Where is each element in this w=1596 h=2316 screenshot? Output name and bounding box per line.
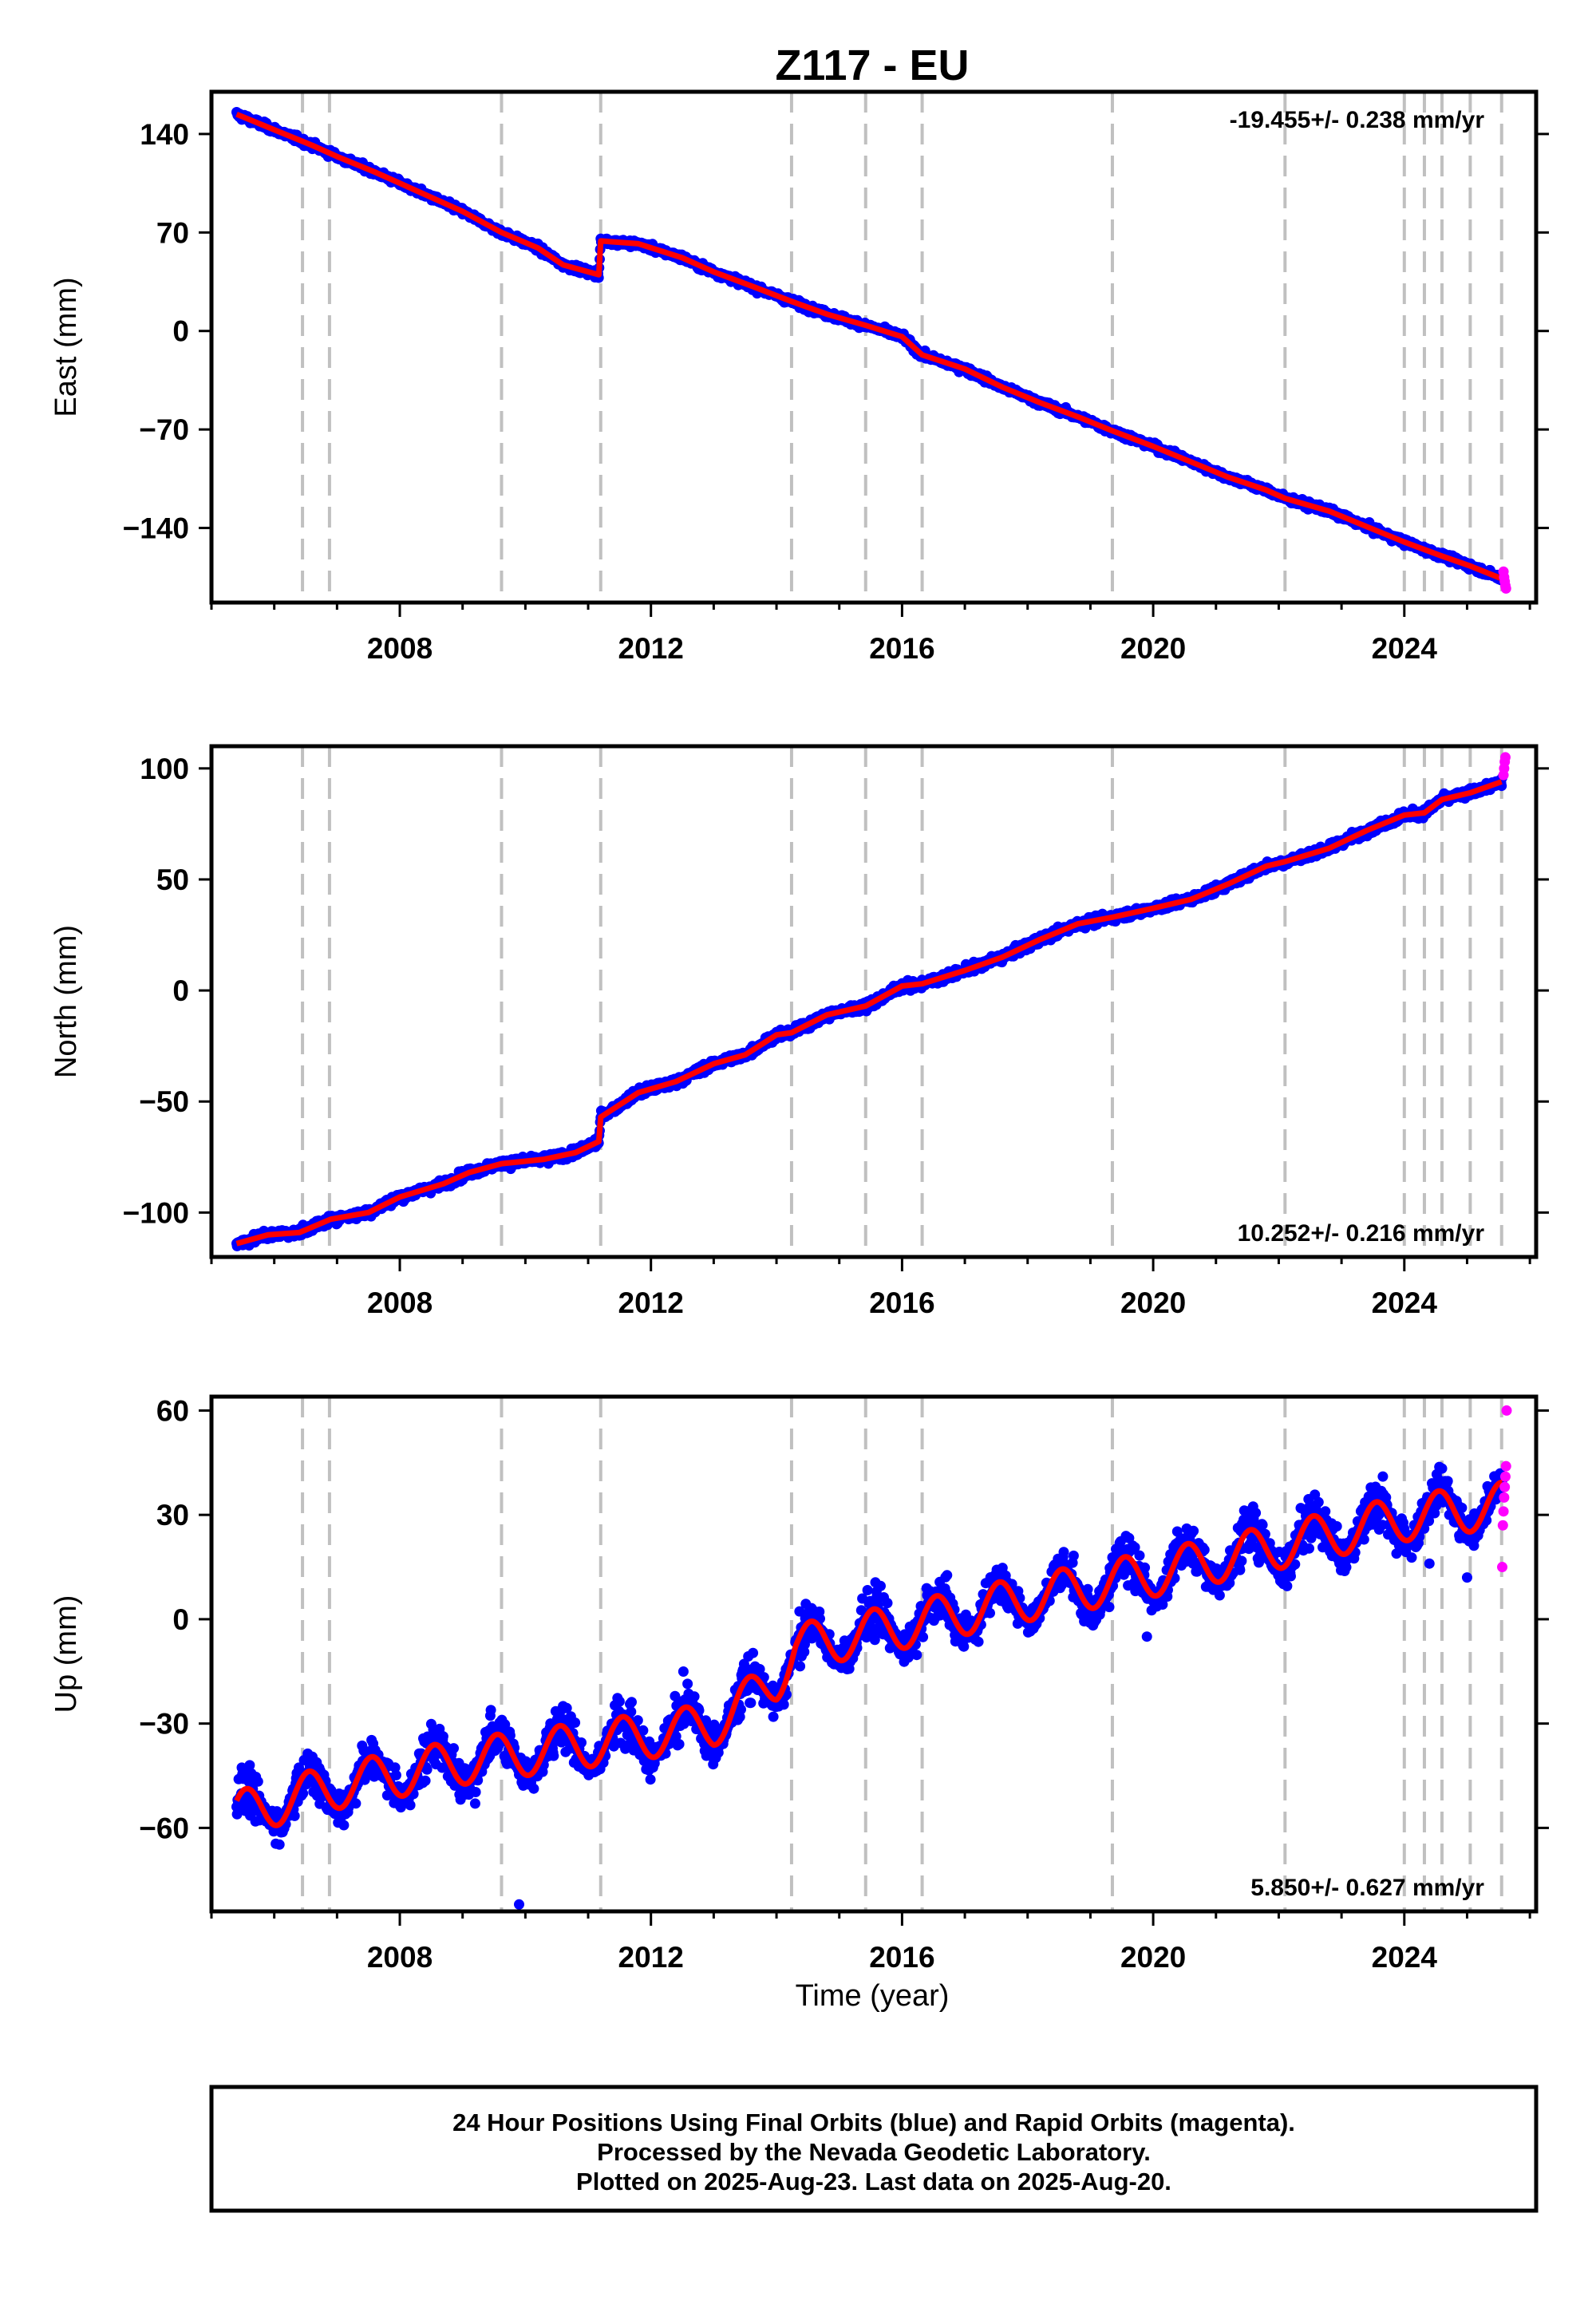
chart-title: Z117 - EU bbox=[775, 41, 969, 89]
north-y-tick-label: −100 bbox=[123, 1196, 189, 1229]
north-y-tick-label: −50 bbox=[139, 1085, 189, 1118]
east-y-axis-label: East (mm) bbox=[49, 277, 83, 417]
north-y-axis-label: North (mm) bbox=[49, 925, 83, 1078]
up-final-orbit-points bbox=[231, 1461, 1507, 1910]
north-final-orbit-points bbox=[231, 773, 1507, 1251]
north-frame bbox=[209, 744, 1539, 1259]
east-x-tick-label: 2024 bbox=[1372, 632, 1438, 665]
east-y-tick-label: 70 bbox=[156, 216, 189, 249]
north-y-tick-label: 0 bbox=[172, 974, 189, 1007]
panels: 140 70 0 −70 −140 2008 2012 2016 2020 2024 East (m… bbox=[49, 89, 1549, 1974]
north-model-line bbox=[235, 779, 1503, 1247]
panel-east: 140 70 0 −70 −140 2008 2012 2016 2020 2024 East (m… bbox=[49, 89, 1549, 665]
up-final-point bbox=[231, 1808, 243, 1820]
east-final-orbit-points bbox=[231, 107, 1507, 586]
north-y-tick-label: 50 bbox=[156, 864, 189, 896]
north-y-tick-label: 100 bbox=[140, 753, 189, 785]
north-x-tick-label: 2008 bbox=[367, 1286, 433, 1319]
north-plot-area bbox=[231, 746, 1511, 1257]
east-plot-area bbox=[231, 92, 1511, 603]
east-x-tick-label: 2016 bbox=[869, 632, 934, 665]
east-rapid-point bbox=[1500, 583, 1511, 594]
east-y-tick-label: −70 bbox=[139, 413, 189, 446]
east-y-tick-label: −140 bbox=[123, 512, 189, 545]
east-frame bbox=[209, 89, 1539, 605]
north-x-tick-label: 2012 bbox=[618, 1286, 684, 1319]
up-plot-area bbox=[231, 1397, 1512, 1911]
north-rapid-point bbox=[1499, 752, 1511, 763]
east-x-tick-label: 2020 bbox=[1120, 632, 1186, 665]
north-x-tick-label: 2016 bbox=[869, 1286, 934, 1319]
east-rapid-orbit-points bbox=[1498, 566, 1511, 594]
north-x-tick-label: 2024 bbox=[1372, 1286, 1438, 1319]
east-model-line bbox=[235, 111, 1503, 582]
east-y-tick-label: 140 bbox=[140, 118, 189, 151]
east-x-tick-label: 2012 bbox=[618, 632, 684, 665]
east-x-tick-label: 2008 bbox=[367, 632, 433, 665]
east-y-tick-label: 0 bbox=[172, 315, 189, 348]
north-rate-label: 10.252+/- 0.216 mm/yr bbox=[1238, 1220, 1485, 1247]
east-rate-label: -19.455+/- 0.238 mm/yr bbox=[1230, 107, 1485, 133]
panel-north: 100 50 0 −50 −100 2008 2012 2016 2020 2024 North (… bbox=[49, 744, 1549, 1319]
north-rapid-orbit-points bbox=[1498, 752, 1511, 781]
north-x-tick-label: 2020 bbox=[1120, 1286, 1186, 1319]
